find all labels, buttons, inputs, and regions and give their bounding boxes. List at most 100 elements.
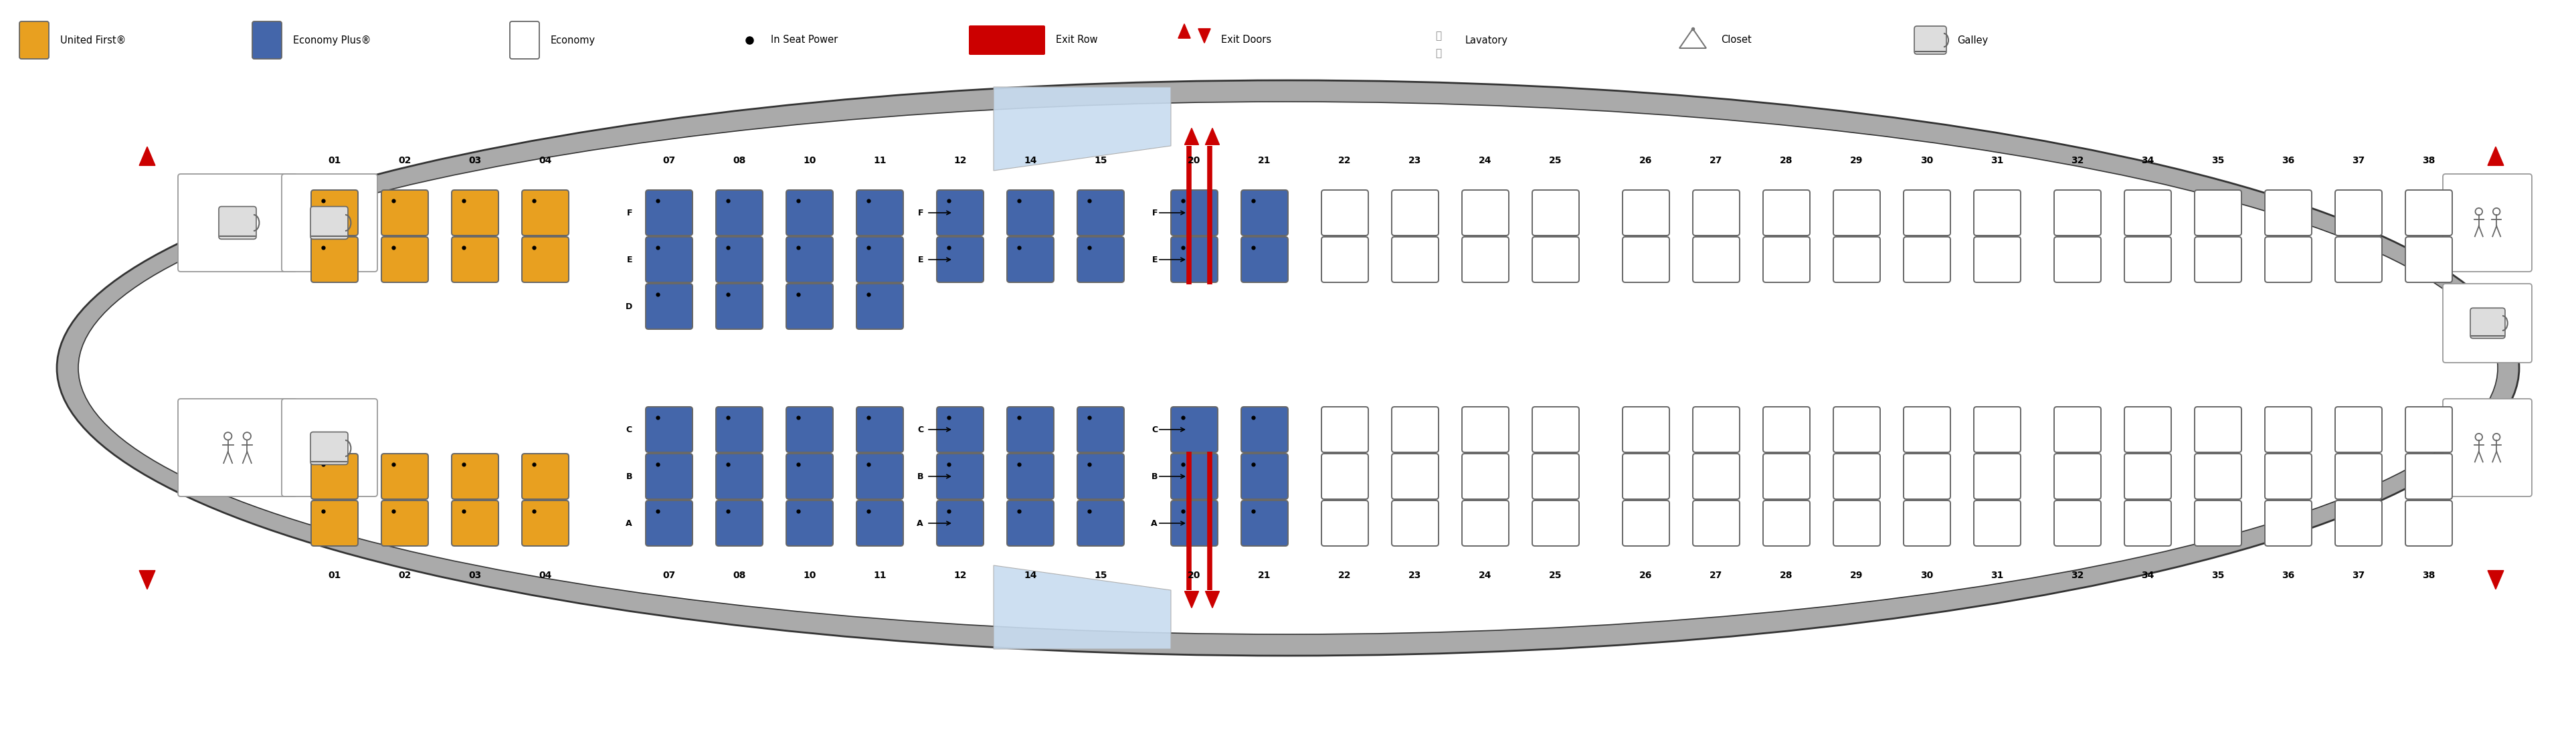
FancyBboxPatch shape	[1692, 453, 1739, 499]
FancyBboxPatch shape	[1172, 407, 1218, 453]
Polygon shape	[994, 87, 1172, 171]
FancyBboxPatch shape	[716, 190, 762, 236]
Text: 🚶: 🚶	[1435, 49, 1443, 59]
Text: 37: 37	[2352, 570, 2365, 580]
Text: 35: 35	[2213, 570, 2226, 580]
Polygon shape	[139, 146, 155, 166]
FancyBboxPatch shape	[1463, 500, 1510, 546]
Text: 30: 30	[1922, 156, 1935, 166]
Polygon shape	[994, 565, 1172, 649]
Text: 37: 37	[2352, 156, 2365, 166]
FancyBboxPatch shape	[1762, 190, 1811, 236]
Text: A: A	[626, 519, 631, 528]
Text: 35: 35	[2213, 156, 2226, 166]
FancyBboxPatch shape	[312, 453, 358, 499]
FancyBboxPatch shape	[1834, 407, 1880, 453]
Text: 12: 12	[953, 570, 966, 580]
FancyBboxPatch shape	[786, 407, 832, 453]
Text: C: C	[917, 425, 922, 434]
Text: F: F	[1151, 208, 1157, 217]
Polygon shape	[1185, 591, 1198, 608]
FancyBboxPatch shape	[523, 237, 569, 283]
FancyBboxPatch shape	[1834, 500, 1880, 546]
FancyBboxPatch shape	[2053, 500, 2102, 546]
FancyBboxPatch shape	[1834, 237, 1880, 283]
FancyBboxPatch shape	[647, 283, 693, 329]
Text: B: B	[626, 472, 631, 481]
FancyBboxPatch shape	[1973, 407, 2020, 453]
FancyBboxPatch shape	[1172, 237, 1218, 283]
Text: 23: 23	[1409, 156, 1422, 166]
FancyBboxPatch shape	[1533, 237, 1579, 283]
Text: 27: 27	[1710, 156, 1723, 166]
FancyBboxPatch shape	[1321, 500, 1368, 546]
FancyBboxPatch shape	[1463, 407, 1510, 453]
FancyBboxPatch shape	[1321, 453, 1368, 499]
Text: 22: 22	[1340, 570, 1352, 580]
Text: E: E	[626, 255, 631, 264]
Text: 20: 20	[1188, 156, 1200, 166]
FancyBboxPatch shape	[178, 399, 296, 497]
FancyBboxPatch shape	[523, 500, 569, 546]
FancyBboxPatch shape	[969, 26, 1046, 55]
FancyBboxPatch shape	[1321, 237, 1368, 283]
Text: 🚶: 🚶	[1435, 31, 1443, 41]
FancyBboxPatch shape	[1904, 237, 1950, 283]
FancyBboxPatch shape	[786, 453, 832, 499]
Text: 03: 03	[469, 156, 482, 166]
FancyBboxPatch shape	[647, 500, 693, 546]
Text: Galley: Galley	[1958, 35, 1989, 45]
FancyBboxPatch shape	[1692, 500, 1739, 546]
FancyBboxPatch shape	[1391, 190, 1437, 236]
FancyBboxPatch shape	[855, 407, 904, 453]
FancyBboxPatch shape	[786, 283, 832, 329]
FancyBboxPatch shape	[2406, 500, 2452, 546]
Ellipse shape	[77, 102, 2499, 634]
FancyBboxPatch shape	[1533, 453, 1579, 499]
Text: D: D	[626, 302, 631, 311]
Text: 02: 02	[399, 570, 412, 580]
Text: 20: 20	[1188, 570, 1200, 580]
FancyBboxPatch shape	[2195, 453, 2241, 499]
Text: 32: 32	[2071, 570, 2084, 580]
FancyBboxPatch shape	[2264, 453, 2311, 499]
Text: 24: 24	[1479, 156, 1492, 166]
Text: 03: 03	[469, 570, 482, 580]
Text: 32: 32	[2071, 156, 2084, 166]
Text: 15: 15	[1095, 570, 1108, 580]
FancyBboxPatch shape	[1007, 407, 1054, 453]
FancyBboxPatch shape	[855, 283, 904, 329]
Text: 10: 10	[804, 570, 817, 580]
Text: 28: 28	[1780, 570, 1793, 580]
FancyBboxPatch shape	[1077, 190, 1123, 236]
FancyBboxPatch shape	[716, 237, 762, 283]
Text: 02: 02	[399, 156, 412, 166]
FancyBboxPatch shape	[1533, 500, 1579, 546]
Polygon shape	[1185, 128, 1198, 145]
FancyBboxPatch shape	[1973, 453, 2020, 499]
FancyBboxPatch shape	[786, 500, 832, 546]
FancyBboxPatch shape	[2442, 399, 2532, 497]
Text: 38: 38	[2421, 156, 2434, 166]
FancyBboxPatch shape	[2053, 407, 2102, 453]
FancyBboxPatch shape	[381, 190, 428, 236]
FancyBboxPatch shape	[451, 190, 500, 236]
FancyBboxPatch shape	[2264, 190, 2311, 236]
Text: 27: 27	[1710, 570, 1723, 580]
FancyBboxPatch shape	[716, 453, 762, 499]
Text: 04: 04	[538, 570, 551, 580]
Text: 01: 01	[327, 156, 340, 166]
Text: United First®: United First®	[59, 35, 126, 45]
Text: 34: 34	[2141, 570, 2154, 580]
FancyBboxPatch shape	[2470, 308, 2504, 339]
FancyBboxPatch shape	[1692, 237, 1739, 283]
FancyBboxPatch shape	[281, 174, 376, 272]
FancyBboxPatch shape	[2334, 407, 2383, 453]
FancyBboxPatch shape	[1172, 500, 1218, 546]
FancyBboxPatch shape	[938, 190, 984, 236]
FancyBboxPatch shape	[1623, 237, 1669, 283]
Text: Economy: Economy	[551, 35, 595, 45]
Text: A: A	[1151, 519, 1157, 528]
FancyBboxPatch shape	[938, 407, 984, 453]
FancyBboxPatch shape	[855, 453, 904, 499]
